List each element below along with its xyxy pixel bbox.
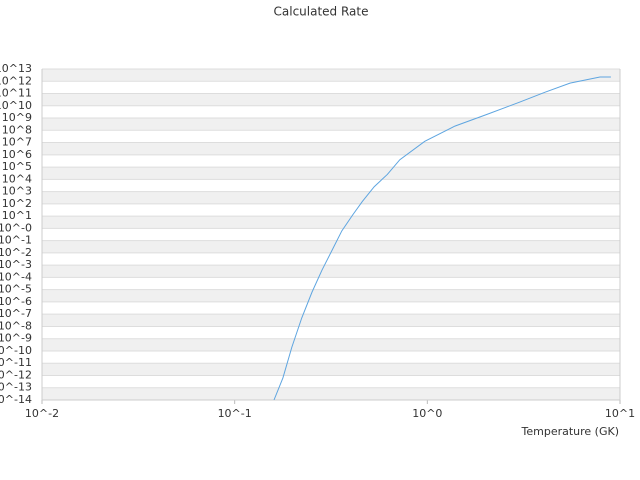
y-tick-label: 10^-13 <box>0 381 32 394</box>
y-tick-label: 10^13 <box>0 62 32 75</box>
y-tick-label: 10^-4 <box>0 270 32 283</box>
y-tick-label: 10^-3 <box>0 258 32 271</box>
y-tick-label: 10^6 <box>2 148 32 161</box>
y-tick-label: 10^-10 <box>0 344 32 357</box>
x-tick-label: 10^-2 <box>25 407 59 420</box>
grid-band <box>42 167 620 180</box>
y-tick-label: 10^-6 <box>0 295 32 308</box>
y-tick-label: 10^-9 <box>0 332 32 345</box>
y-tick-label: 10^-12 <box>0 368 32 381</box>
y-tick-label: 10^-8 <box>0 319 32 332</box>
y-tick-label: 10^1 <box>2 209 32 222</box>
grid-band <box>42 69 620 82</box>
y-tick-label: 10^-2 <box>0 246 32 259</box>
y-tick-label: 10^2 <box>2 197 32 210</box>
y-tick-label: 10^10 <box>0 99 32 112</box>
y-tick-label: 10^-0 <box>0 221 32 234</box>
y-tick-label: 10^-14 <box>0 393 32 406</box>
y-tick-label: 10^8 <box>2 123 32 136</box>
grid-band <box>42 93 620 106</box>
grid-band <box>42 265 620 278</box>
y-tick-label: 10^3 <box>2 185 32 198</box>
y-tick-label: 10^4 <box>2 172 32 185</box>
y-tick-label: 10^7 <box>2 136 32 149</box>
data-line <box>273 76 611 400</box>
grid-band <box>42 216 620 229</box>
grid-band <box>42 338 620 351</box>
y-tick-label: 10^-7 <box>0 307 32 320</box>
x-tick-label: 10^0 <box>412 407 442 420</box>
y-tick-label: 10^9 <box>2 111 32 124</box>
y-tick-label: 10^12 <box>0 74 32 87</box>
y-tick-label: 10^11 <box>0 87 32 100</box>
grid-band <box>42 191 620 204</box>
grid-band <box>42 118 620 131</box>
grid-band <box>42 289 620 302</box>
y-tick-label: 10^-5 <box>0 283 32 296</box>
y-tick-label: 10^-11 <box>0 356 32 369</box>
grid-band <box>42 387 620 400</box>
grid-band <box>42 240 620 253</box>
grid-band <box>42 142 620 155</box>
x-axis-label: Temperature (GK) <box>521 425 620 438</box>
y-tick-label: 10^5 <box>2 160 32 173</box>
y-tick-label: 10^-1 <box>0 234 32 247</box>
grid-band <box>42 314 620 327</box>
x-tick-label: 10^-1 <box>218 407 252 420</box>
chart-title: Calculated Rate <box>274 5 369 19</box>
x-tick-label: 10^1 <box>605 407 635 420</box>
grid-band <box>42 363 620 376</box>
